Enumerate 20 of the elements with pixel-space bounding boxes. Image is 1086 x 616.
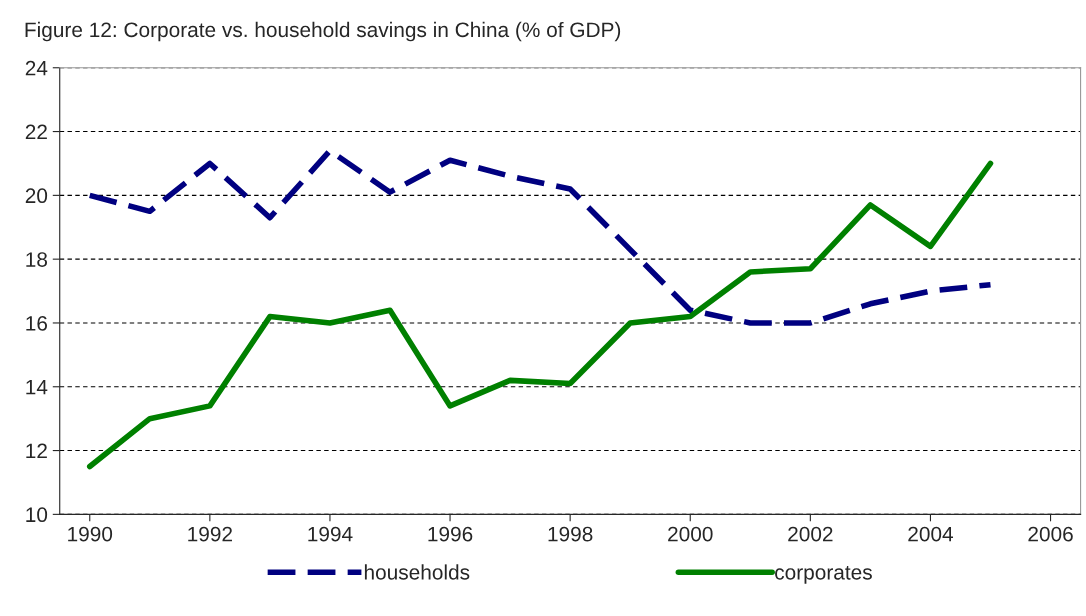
x-tick-label: 2004 [908,526,954,542]
x-tick-label: 1990 [68,526,113,542]
y-tick-label: 16 [26,315,48,331]
y-tick-label: 22 [25,124,47,140]
x-tick-label: 1998 [548,526,593,542]
legend-label: households [364,564,470,580]
x-tick-label: 2000 [668,526,713,542]
y-tick-label: 14 [26,379,48,395]
y-tick-label: 10 [26,507,48,523]
y-tick-label: 20 [25,188,48,204]
y-tick-label: 24 [25,60,48,76]
chart-title: Figure 12: Corporate vs. household savings in China (% of GDP) [25,21,621,42]
x-tick-label: 2002 [788,526,833,542]
y-tick-label: 18 [26,252,48,267]
legend-label: corporates [775,566,872,584]
x-tick-label: 1992 [188,526,232,542]
x-tick-label: 1994 [308,526,353,542]
y-tick-label: 12 [26,443,47,459]
x-tick-label: 2006 [1028,526,1073,542]
x-tick-label: 1996 [428,526,473,542]
